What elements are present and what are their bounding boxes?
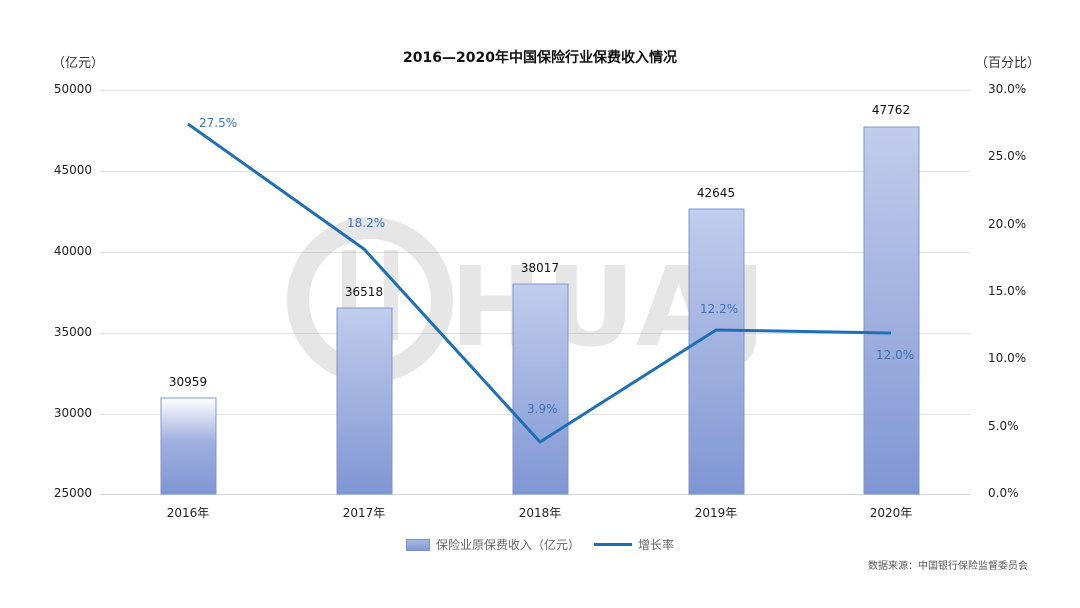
left-tick-45000: 45000 [53,163,92,177]
right-tick-5: 5.0% [988,419,1019,433]
right-tick-25: 25.0% [988,149,1027,163]
bar-label-2019: 42645 [696,186,736,200]
left-tick-35000: 35000 [53,325,92,339]
bar-2017 [336,307,393,495]
bar-label-2017: 36518 [344,285,384,299]
legend-bar-label: 保险业原保费收入（亿元） [435,538,580,552]
bar-2016 [160,397,217,495]
bar-series [160,126,920,495]
x-tick-2018: 2018年 [518,506,562,520]
left-tick-25000: 25000 [53,486,92,500]
bar-label-2018: 38017 [520,261,560,275]
data-source: 数据来源：中国银行保险监督委员会 [868,561,1028,572]
left-axis-unit: （亿元） [52,56,105,71]
left-tick-50000: 50000 [53,82,92,96]
bar-2019 [688,208,745,495]
right-axis-unit: （百分比） [975,56,1041,71]
bar-label-2016: 30959 [168,375,208,389]
growth-label-2017: 18.2% [347,216,386,230]
growth-label-2018: 3.9% [527,402,558,416]
right-tick-0: 0.0% [988,486,1019,500]
legend-bar-swatch-icon [405,538,430,551]
legend: 保险业原保费收入（亿元） 增长率 [0,536,1080,553]
x-tick-2019: 2019年 [694,506,738,520]
right-tick-10: 10.0% [988,351,1027,365]
right-tick-15: 15.0% [988,284,1027,298]
growth-label-2016: 27.5% [199,116,238,130]
chart-title: 2016—2020年中国保险行业保费收入情况 [403,50,677,66]
legend-line-swatch-icon [594,543,632,546]
bar-2018 [512,283,569,495]
x-tick-2020: 2020年 [869,506,913,520]
bar-2020 [863,126,920,495]
right-tick-20: 20.0% [988,217,1027,231]
left-tick-40000: 40000 [53,244,92,258]
legend-line-label: 增长率 [638,538,675,552]
x-tick-2016: 2016年 [166,506,210,520]
growth-rate-line [187,122,892,444]
bar-label-2020: 47762 [871,103,911,117]
right-tick-30: 30.0% [988,82,1027,96]
left-tick-30000: 30000 [53,406,92,420]
x-tick-2017: 2017年 [342,506,386,520]
growth-label-2020: 12.0% [876,348,915,362]
growth-label-2019: 12.2% [700,302,739,316]
